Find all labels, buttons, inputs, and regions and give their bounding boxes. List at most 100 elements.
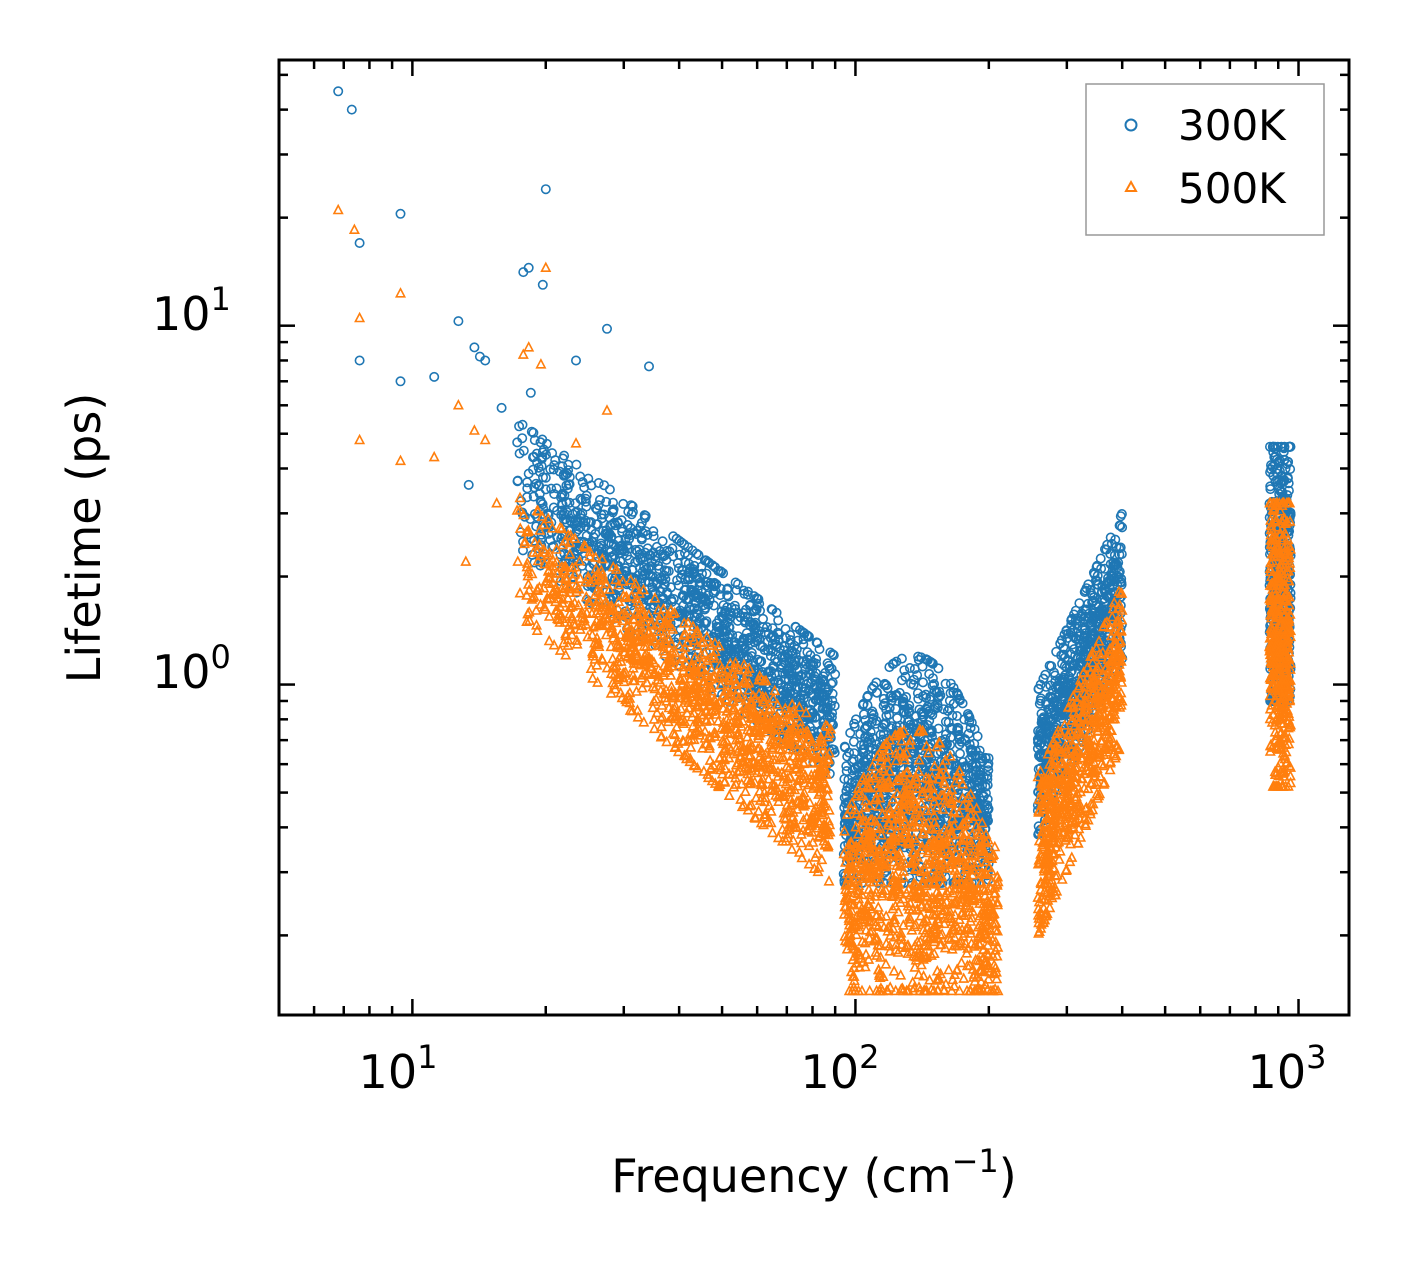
data-point <box>598 509 609 520</box>
data-point <box>632 525 643 536</box>
data-point <box>537 472 548 483</box>
data-point <box>528 451 539 462</box>
data-point <box>797 656 808 667</box>
data-point <box>827 649 838 660</box>
data-point <box>679 547 690 558</box>
data-point <box>730 577 741 588</box>
data-point <box>354 355 365 366</box>
data-point <box>608 504 619 515</box>
data-point <box>748 619 759 630</box>
data-point <box>496 402 507 413</box>
data-point <box>591 519 602 530</box>
data-point <box>354 238 365 249</box>
data-point <box>587 536 598 547</box>
data-point <box>701 568 712 579</box>
data-point <box>763 628 774 639</box>
data-point <box>739 588 750 599</box>
data-point <box>805 650 816 661</box>
data-point <box>601 323 612 334</box>
data-point <box>537 499 548 510</box>
data-point <box>571 520 582 531</box>
data-point <box>821 682 832 693</box>
data-point <box>635 553 646 564</box>
data-point <box>610 553 621 564</box>
data-point <box>525 387 536 398</box>
data-point <box>643 361 654 372</box>
data-point <box>395 376 406 387</box>
data-point <box>826 663 837 674</box>
data-point <box>563 459 574 470</box>
data-point <box>718 568 729 579</box>
data-point <box>798 693 809 704</box>
data-point <box>785 629 796 640</box>
data-point <box>517 419 528 430</box>
data-point <box>791 692 802 703</box>
data-point <box>453 316 464 327</box>
data-point <box>818 676 829 687</box>
data-point <box>810 711 821 722</box>
data-point <box>790 622 801 633</box>
data-point <box>637 527 648 538</box>
data-point <box>814 644 825 655</box>
data-point <box>650 551 661 562</box>
data-point <box>786 670 797 681</box>
data-point <box>761 622 772 633</box>
data-point <box>716 606 727 617</box>
data-point <box>528 491 539 502</box>
data-point <box>529 435 540 446</box>
data-point <box>786 656 797 667</box>
data-point <box>722 590 733 601</box>
data-point <box>537 279 548 290</box>
data-point <box>754 656 765 667</box>
data-point <box>704 595 715 606</box>
data-point <box>676 537 687 548</box>
data-point <box>604 512 615 523</box>
data-point <box>812 637 823 648</box>
data-point <box>809 680 820 691</box>
data-point <box>751 628 762 639</box>
data-point <box>641 563 652 574</box>
data-point <box>346 104 357 115</box>
data-point <box>592 504 603 515</box>
data-point <box>736 641 747 652</box>
data-point <box>522 477 533 488</box>
data-point <box>677 569 688 580</box>
data-point <box>540 484 551 495</box>
data-point <box>537 434 548 445</box>
data-point <box>618 498 629 509</box>
data-point <box>729 646 740 657</box>
data-point <box>533 480 544 491</box>
data-point <box>620 563 631 574</box>
data-point <box>624 554 635 565</box>
data-point <box>699 592 710 603</box>
data-point <box>719 632 730 643</box>
data-point <box>652 560 663 571</box>
data-point <box>660 573 671 584</box>
data-point <box>767 604 778 615</box>
data-point <box>523 262 534 273</box>
data-point <box>672 575 683 586</box>
data-point <box>803 678 814 689</box>
data-point <box>603 531 614 542</box>
data-point <box>463 479 474 490</box>
data-point <box>701 580 712 591</box>
data-point <box>808 690 819 701</box>
data-point <box>551 483 562 494</box>
data-point <box>808 660 819 671</box>
data-point <box>732 608 743 619</box>
data-point <box>429 371 440 382</box>
data-point <box>757 641 768 652</box>
data-point <box>550 455 561 466</box>
data-point <box>552 505 563 516</box>
data-point <box>644 550 655 561</box>
data-point <box>480 355 491 366</box>
data-point <box>750 617 761 628</box>
data-point <box>714 622 725 633</box>
data-point <box>744 635 755 646</box>
data-point <box>650 555 661 566</box>
data-point <box>746 651 757 662</box>
data-point <box>715 566 726 577</box>
data-point <box>333 86 344 97</box>
data-point <box>792 699 803 710</box>
data-point <box>724 613 735 624</box>
